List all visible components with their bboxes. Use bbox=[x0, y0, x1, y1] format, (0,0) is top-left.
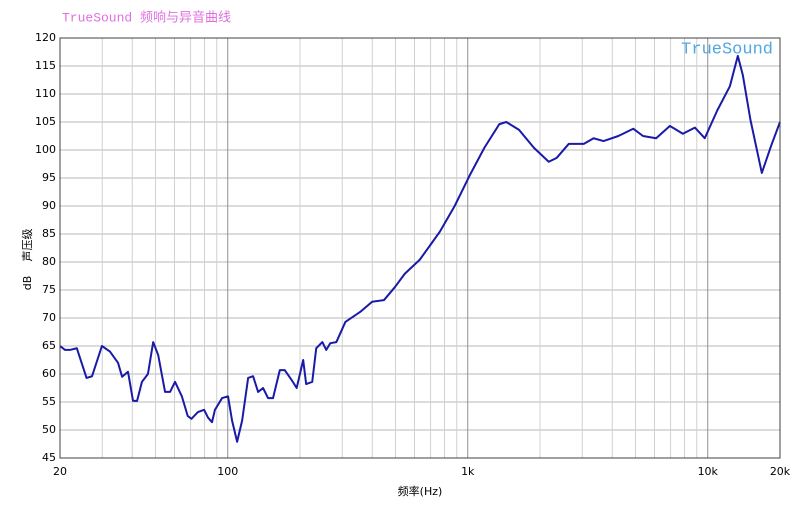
y-tick-label: 115 bbox=[35, 59, 56, 72]
y-tick-label: 110 bbox=[35, 87, 56, 100]
y-tick-label: 70 bbox=[42, 311, 56, 324]
plot-area bbox=[60, 38, 780, 458]
watermark: TrueSound bbox=[681, 40, 773, 59]
y-axis-label: 声压级 bbox=[20, 229, 34, 262]
y-tick-label: 105 bbox=[35, 115, 56, 128]
y-tick-label: 55 bbox=[42, 395, 56, 408]
plot-border bbox=[59, 37, 781, 459]
x-axis-label: 频率(Hz) bbox=[398, 484, 443, 498]
y-tick-label: 50 bbox=[42, 423, 56, 436]
y-tick-label: 45 bbox=[42, 451, 56, 464]
chart-title: TrueSound 频响与异音曲线 bbox=[62, 9, 231, 25]
y-tick-label: 80 bbox=[42, 255, 56, 268]
y-tick-label: 100 bbox=[35, 143, 56, 156]
y-tick-label: 120 bbox=[35, 31, 56, 44]
x-tick-label: 10k bbox=[698, 465, 719, 478]
x-tick-label: 20k bbox=[770, 465, 791, 478]
y-tick-label: 75 bbox=[42, 283, 56, 296]
y-tick-label: 95 bbox=[42, 171, 56, 184]
y-tick-label: 60 bbox=[42, 367, 56, 380]
x-tick-label: 20 bbox=[53, 465, 67, 478]
y-tick-label: 85 bbox=[42, 227, 56, 240]
y-tick-label: 65 bbox=[42, 339, 56, 352]
y-tick-label: 90 bbox=[42, 199, 56, 212]
x-tick-label: 1k bbox=[461, 465, 475, 478]
y-axis-unit: dB bbox=[21, 276, 34, 291]
x-tick-label: 100 bbox=[217, 465, 238, 478]
response-curve bbox=[59, 54, 781, 443]
